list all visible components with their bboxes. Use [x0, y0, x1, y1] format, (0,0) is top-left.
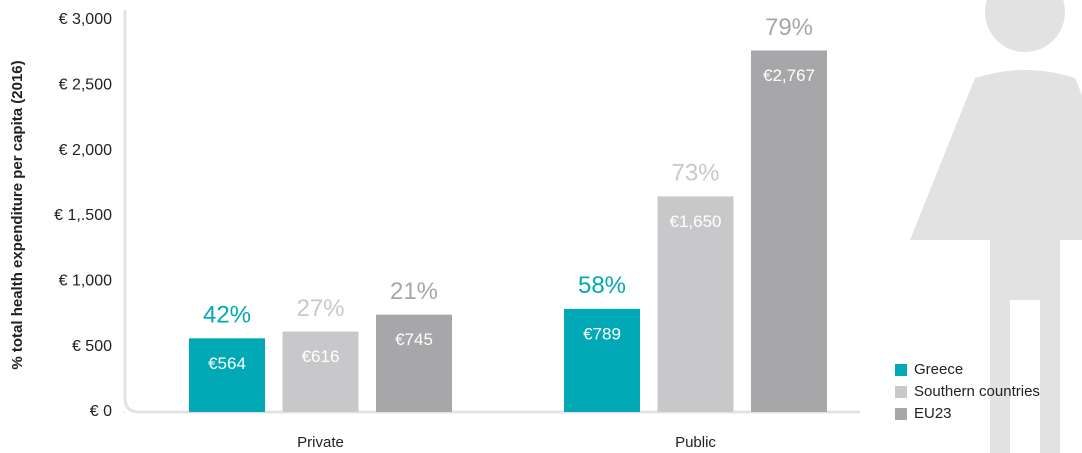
axis-frame	[123, 10, 860, 414]
y-tick-label: € 1,.500	[54, 207, 112, 224]
legend-label: Greece	[914, 361, 963, 378]
y-tick-label: € 500	[72, 338, 112, 355]
x-tick-label: Private	[297, 434, 344, 451]
y-axis-label: % total health expenditure per capita (2…	[9, 60, 26, 369]
y-tick-label: € 2,000	[59, 142, 112, 159]
y-tick-label: € 2,500	[59, 77, 112, 94]
share-label: 42%	[203, 302, 251, 329]
share-label: 79%	[765, 14, 813, 41]
share-label: 73%	[671, 160, 719, 187]
bar	[751, 50, 827, 412]
legend-label: EU23	[914, 405, 952, 422]
value-label: €745	[395, 330, 433, 349]
value-label: €564	[208, 354, 246, 373]
bar	[564, 308, 640, 412]
share-label: 58%	[578, 272, 626, 299]
x-tick-label: Public	[675, 434, 716, 451]
value-label: €1,650	[670, 212, 722, 231]
legend-swatch	[895, 386, 907, 398]
bar	[657, 196, 734, 412]
y-tick-label: € 1,000	[59, 273, 112, 290]
bar	[376, 314, 452, 412]
value-label: €616	[302, 347, 340, 366]
value-label: €789	[583, 324, 621, 343]
legend-label: Southern countries	[914, 383, 1040, 400]
y-tick-label: € 0	[90, 403, 112, 420]
share-label: 27%	[296, 295, 344, 322]
bar	[282, 331, 359, 412]
value-label: €2,767	[763, 66, 815, 85]
share-label: 21%	[390, 278, 438, 305]
person-silhouette	[910, 0, 1082, 453]
y-tick-label: € 3,000	[59, 11, 112, 28]
legend-swatch	[895, 364, 907, 376]
legend-swatch	[895, 408, 907, 420]
bar	[189, 338, 265, 412]
